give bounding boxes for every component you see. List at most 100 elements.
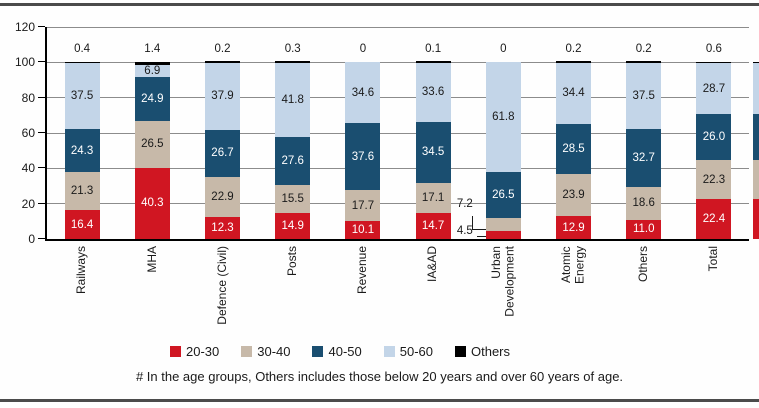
segment-40-50: 37.6 [345, 123, 381, 190]
bar-top-value-label: 0 [500, 43, 507, 56]
value-label: 27.6 [281, 154, 304, 167]
segment-50-60: 41.8 [275, 62, 311, 137]
segment-40-50: 27.6 [275, 136, 311, 186]
value-label: 22.9 [211, 191, 234, 204]
stacked-bar-posts: 14.9 15.5 27.6 41.8 0.3 [275, 27, 311, 239]
value-label: 12.9 [562, 221, 585, 234]
legend-label: 50-60 [399, 344, 433, 359]
y-tick-label: 40 [21, 161, 35, 176]
stacked-bar-defence-civil: 12.3 22.9 26.7 37.9 0.2 [205, 27, 240, 239]
value-label: 28.7 [702, 82, 726, 95]
clipped-segment-50-60 [753, 63, 759, 115]
bar-top-value-label: 0.2 [565, 43, 582, 56]
legend-swatch-20-30 [169, 346, 181, 357]
gridline-120 [47, 26, 749, 28]
axis-tick-0 [38, 238, 45, 239]
axis-tick-120 [38, 26, 45, 27]
segment-20-30: 12.3 [205, 217, 240, 239]
value-label: 11.0 [632, 223, 655, 236]
category-label-text: IA&AD [425, 246, 440, 283]
value-label: 33.6 [421, 86, 445, 99]
bar-slot-defence-civil: 12.3 22.9 26.7 37.9 0.2 [187, 27, 257, 239]
value-label: 37.6 [351, 150, 375, 163]
bar-top-value-label: 0.2 [635, 43, 652, 56]
gridline-80 [47, 97, 749, 99]
segment-others [134, 62, 170, 65]
segment-30-40: 23.9 [556, 174, 592, 217]
stacked-bar-ia-ad: 14.7 17.1 34.5 33.6 0.1 [415, 27, 451, 239]
value-label: 34.5 [421, 146, 445, 159]
bar-top-value-label: 1.4 [144, 43, 161, 56]
segment-30-40: 18.6 [626, 186, 662, 220]
value-label: 14.9 [281, 219, 304, 232]
legend-label: 20-30 [185, 344, 220, 359]
bar-slot-revenue: 10.1 17.7 37.6 34.6 0 [328, 27, 398, 239]
segment-20-30: 12.9 [556, 216, 592, 239]
stacked-bar-mha: 40.3 26.5 24.9 6.9 1.4 [134, 27, 170, 239]
segment-others [626, 61, 662, 63]
value-label: 34.6 [351, 86, 375, 99]
segment-20-30 [485, 231, 521, 239]
segment-20-30: 14.7 [415, 213, 451, 239]
callout-value-label: 7.2 [456, 198, 473, 210]
category-label-text: MHA [144, 246, 159, 273]
y-tick-label: 120 [14, 20, 35, 34]
y-tick-label: 80 [21, 90, 35, 105]
segment-30-40: 17.7 [345, 189, 381, 222]
segment-others [64, 61, 100, 64]
footnote: # In the age groups, Others includes tho… [135, 369, 624, 384]
value-label: 24.3 [70, 144, 94, 157]
legend-item-40-50: 40-50 [312, 344, 362, 359]
value-label: 28.5 [562, 142, 585, 155]
segment-40-50: 34.5 [415, 121, 451, 183]
y-axis-labels: 0 20 40 60 80 100 120 [0, 20, 40, 246]
bar-top-value-label: 0.4 [74, 43, 91, 56]
value-label: 41.8 [281, 93, 304, 106]
value-label: 32.7 [632, 151, 655, 164]
plot-area: 16.4 21.3 24.3 37.5 0.4 40.3 26.5 24.9 6.9 1.4 12.… [38, 26, 749, 241]
stacked-bar-total: 22.4 22.3 26.0 28.7 0.6 [696, 27, 732, 239]
value-label: 23.9 [562, 189, 585, 202]
category-label-posts: Posts [258, 246, 328, 352]
y-tick-label: 60 [21, 126, 35, 140]
value-label: 26.0 [702, 131, 726, 144]
value-label: 17.7 [351, 199, 375, 212]
category-label-text: Railways [74, 246, 89, 295]
bar-top-value-label: 0.6 [705, 43, 722, 56]
value-label: 61.8 [492, 110, 515, 123]
stacked-bar-revenue: 10.1 17.7 37.6 34.6 0 [345, 27, 381, 239]
y-tick-label: 0 [28, 232, 35, 246]
bar-top-value-label: 0.2 [214, 43, 231, 56]
value-label: 37.5 [632, 89, 655, 102]
category-label-atomic-energy: Atomic Energy [538, 246, 608, 352]
category-label-text: Others [635, 246, 650, 283]
legend-swatch-40-50 [312, 346, 324, 357]
segment-others [415, 61, 451, 63]
segment-40-50: 32.7 [626, 128, 662, 187]
axis-tick-40 [38, 167, 45, 169]
category-label-text: Atomic Energy [559, 246, 587, 285]
segment-50-60: 61.8 [485, 62, 521, 172]
segment-30-40: 22.3 [696, 160, 732, 200]
value-label: 37.9 [211, 90, 234, 103]
bar-top-value-label: 0.1 [425, 43, 442, 56]
value-label: 17.1 [421, 191, 445, 204]
bar-slot-total: 22.4 22.3 26.0 28.7 0.6 [679, 27, 749, 239]
segment-30-40: 21.3 [64, 172, 100, 211]
segment-50-60: 34.6 [345, 62, 381, 124]
gridline-20 [47, 203, 749, 205]
legend: 20-30 30-40 40-50 50-60 Others [0, 344, 680, 359]
legend-item-20-30: 20-30 [169, 344, 220, 359]
value-label: 34.4 [562, 87, 585, 100]
legend-swatch-50-60 [383, 346, 395, 357]
axis-tick-100 [38, 61, 45, 63]
legend-swatch-others [454, 346, 466, 357]
segment-50-60: 34.4 [556, 62, 592, 124]
category-label-revenue: Revenue [328, 246, 398, 352]
y-tick-label: 20 [21, 196, 35, 211]
bar-top-value-label: 0 [359, 43, 367, 56]
stacked-bar-railways: 16.4 21.3 24.3 37.5 0.4 [64, 27, 100, 239]
segment-20-30: 22.4 [696, 199, 732, 239]
segment-50-60: 28.7 [696, 63, 732, 115]
